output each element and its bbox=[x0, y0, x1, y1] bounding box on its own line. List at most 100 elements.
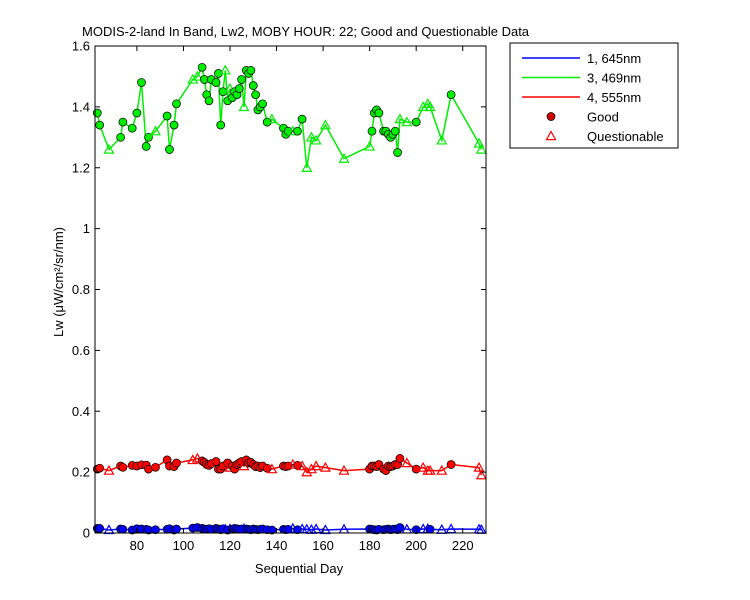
good-point bbox=[95, 120, 105, 130]
questionable-point bbox=[301, 466, 313, 477]
good-point bbox=[127, 123, 137, 133]
legend-box bbox=[509, 42, 679, 149]
legend-entry: Questionable bbox=[545, 129, 664, 144]
questionable-point bbox=[310, 460, 322, 471]
questionable-point bbox=[103, 464, 115, 475]
legend-label: 3, 469nm bbox=[587, 71, 641, 86]
questionable-point bbox=[103, 524, 115, 535]
good-point bbox=[237, 75, 246, 84]
questionable-point bbox=[424, 101, 436, 112]
legend-entry: 4, 555nm bbox=[522, 90, 641, 105]
questionable-point bbox=[401, 116, 413, 127]
legend-label: Good bbox=[587, 110, 619, 125]
plot-background bbox=[95, 46, 486, 533]
good-point bbox=[172, 458, 181, 468]
questionable-point bbox=[424, 464, 436, 475]
good-point bbox=[293, 126, 302, 136]
legend-label: 1, 645nm bbox=[587, 51, 641, 66]
y-tick-label: 0.4 bbox=[72, 404, 90, 419]
y-tick-label: 0.6 bbox=[72, 343, 90, 358]
questionable-point bbox=[401, 457, 413, 468]
legend: 1, 645nm 3, 469nm 4, 555nm Good Questionable bbox=[509, 42, 679, 149]
x-tick-label: 160 bbox=[312, 538, 334, 553]
questionable-point bbox=[338, 152, 350, 163]
good-point bbox=[118, 524, 128, 534]
questionable-point bbox=[219, 64, 231, 75]
good-point bbox=[151, 462, 160, 472]
x-tick-label: 180 bbox=[359, 538, 381, 553]
good-point bbox=[116, 132, 125, 142]
good-point bbox=[446, 90, 456, 100]
good-point bbox=[395, 454, 405, 463]
x-tick-label: 140 bbox=[266, 538, 288, 553]
series-2 bbox=[92, 62, 487, 172]
x-tick-label: 100 bbox=[173, 538, 195, 553]
y-tick-label: 1.6 bbox=[72, 39, 90, 54]
good-point bbox=[118, 117, 128, 127]
legend-label: 4, 555nm bbox=[587, 90, 641, 105]
questionable-point bbox=[473, 461, 485, 472]
questionable-point bbox=[319, 461, 331, 472]
questionable-point bbox=[436, 134, 448, 145]
y-tick-label: 0.2 bbox=[72, 465, 90, 480]
y-axis-label: Lw (μW/cm²/sr/nm) bbox=[51, 227, 66, 337]
good-point bbox=[151, 525, 160, 535]
chart-title: MODIS-2-land In Band, Lw2, MOBY HOUR: 22… bbox=[82, 24, 530, 39]
legend-label: Questionable bbox=[587, 129, 664, 144]
good-point bbox=[204, 96, 214, 106]
good-point bbox=[165, 145, 174, 154]
y-tick-label: 1 bbox=[83, 221, 90, 236]
questionable-point bbox=[103, 143, 115, 154]
questionable-point bbox=[149, 125, 162, 136]
good-point bbox=[248, 81, 258, 90]
good-point bbox=[425, 524, 435, 534]
good-point bbox=[172, 99, 181, 109]
y-tick-label: 1.2 bbox=[72, 160, 90, 175]
legend-triangle-icon bbox=[545, 130, 557, 141]
questionable-point bbox=[305, 131, 317, 142]
legend-entry: 1, 645nm bbox=[522, 51, 641, 66]
x-axis-label: Sequential Day bbox=[255, 561, 344, 576]
x-tick-label: 200 bbox=[405, 538, 427, 553]
questionable-point bbox=[266, 113, 278, 124]
good-point bbox=[118, 462, 128, 472]
good-point bbox=[297, 114, 307, 124]
y-tick-label: 0 bbox=[83, 526, 90, 541]
x-tick-label: 220 bbox=[452, 538, 474, 553]
good-point bbox=[267, 525, 277, 535]
good-point bbox=[374, 108, 384, 118]
questionable-point bbox=[475, 143, 487, 154]
good-point bbox=[169, 120, 179, 130]
questionable-point bbox=[187, 73, 199, 84]
legend-circle-icon bbox=[546, 112, 556, 121]
series-layer bbox=[92, 62, 487, 535]
good-point bbox=[95, 463, 105, 473]
good-point bbox=[246, 66, 256, 75]
good-point bbox=[251, 90, 260, 100]
questionable-point bbox=[187, 454, 199, 465]
good-point bbox=[137, 78, 146, 87]
good-point bbox=[411, 464, 421, 474]
questionable-point bbox=[301, 162, 313, 172]
questionable-point bbox=[296, 460, 308, 471]
good-point bbox=[172, 524, 181, 534]
good-point bbox=[411, 117, 421, 127]
y-tick-label: 0.8 bbox=[72, 282, 90, 297]
legend-entry: Good bbox=[546, 110, 619, 125]
questionable-point bbox=[310, 134, 322, 145]
questionable-point bbox=[436, 464, 448, 475]
questionable-point bbox=[191, 70, 203, 81]
x-tick-label: 120 bbox=[219, 538, 241, 553]
questionable-point bbox=[417, 461, 429, 472]
good-point bbox=[211, 457, 221, 466]
good-point bbox=[395, 523, 405, 532]
good-point bbox=[390, 126, 400, 136]
good-point bbox=[258, 99, 267, 109]
series-3 bbox=[92, 452, 487, 480]
good-point bbox=[132, 108, 142, 118]
good-point bbox=[367, 126, 377, 136]
good-point bbox=[234, 84, 244, 93]
good-point bbox=[141, 142, 151, 151]
questionable-point bbox=[364, 140, 376, 151]
good-point bbox=[393, 148, 402, 157]
